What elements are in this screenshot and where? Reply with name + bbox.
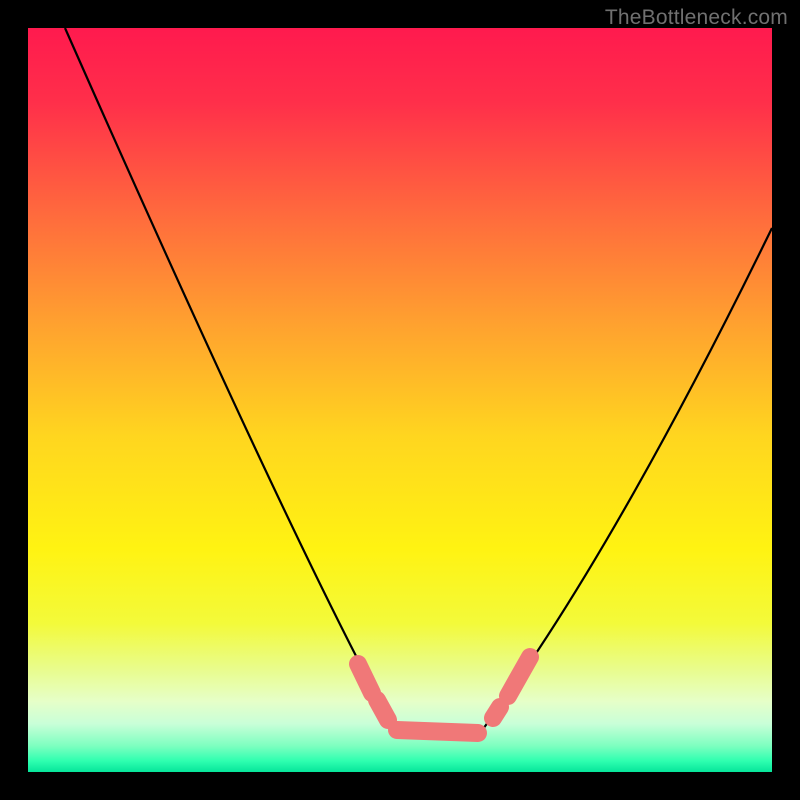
attribution-text: TheBottleneck.com	[605, 6, 788, 30]
plot-area	[28, 28, 772, 772]
chart-frame: TheBottleneck.com	[0, 0, 800, 800]
highlight-pill	[493, 707, 500, 718]
highlight-pill	[397, 730, 478, 733]
highlight-pill	[358, 664, 372, 693]
bottleneck-chart	[0, 0, 800, 800]
highlight-pill	[377, 700, 388, 720]
